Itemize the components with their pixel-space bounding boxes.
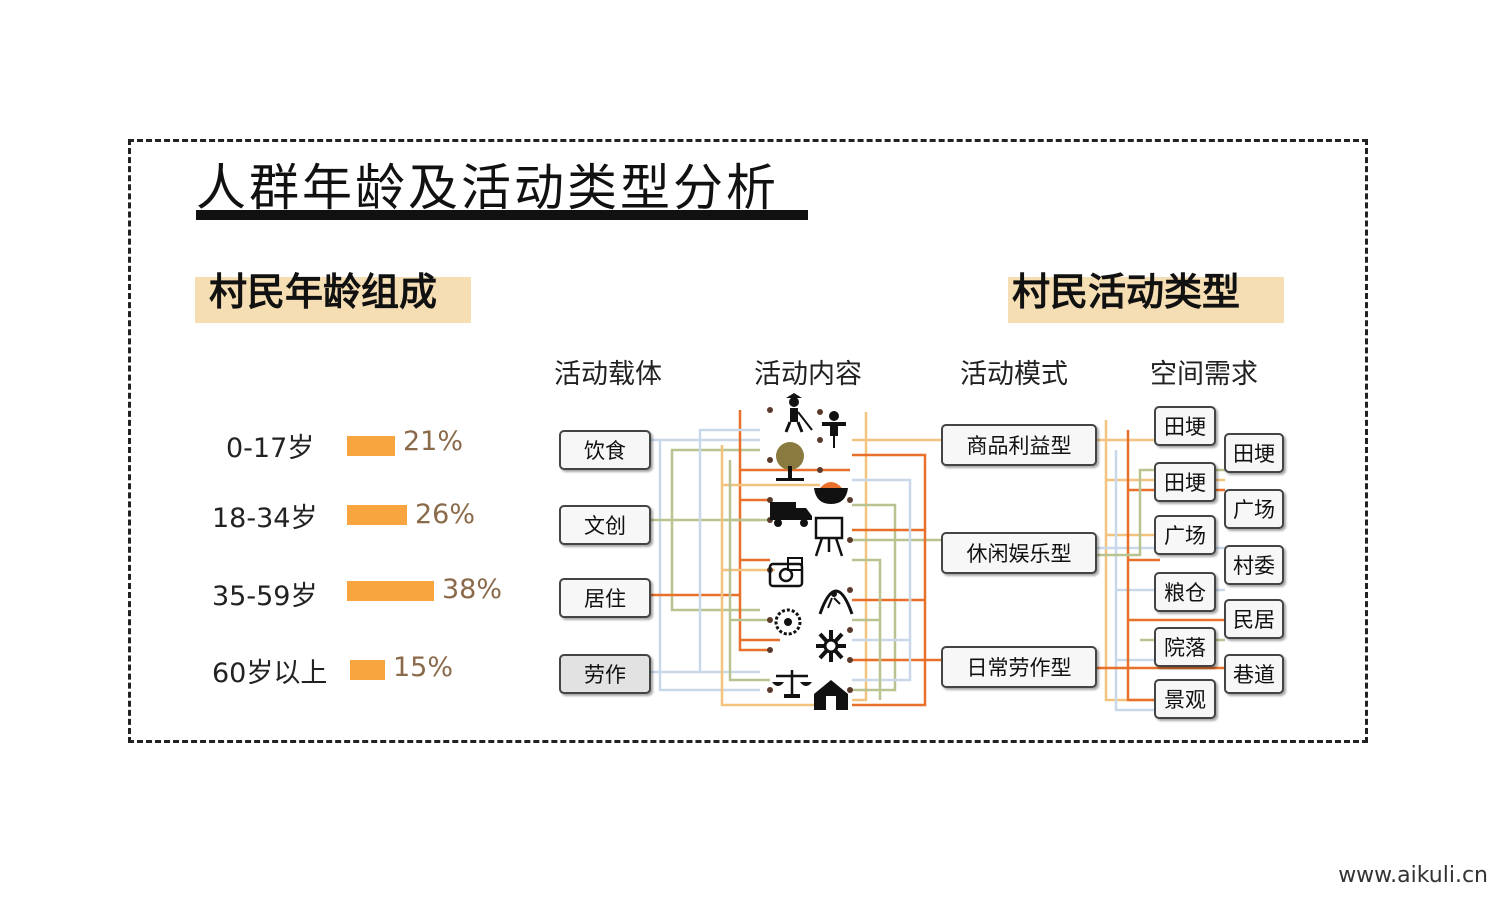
connector-line [852,558,882,700]
connector-line [650,448,760,612]
mode-box: 休闲娱乐型 [941,532,1097,574]
truck-icon [770,502,812,527]
scale-icon [772,670,812,698]
title-underline [196,210,808,220]
carrier-box: 饮食 [559,430,651,470]
age-label: 60岁以上 [212,658,328,689]
age-bar [347,505,407,525]
space-box: 院落 [1154,627,1216,667]
footer-url: www.aikuli.cn [1338,863,1488,888]
space-box: 田埂 [1224,433,1284,473]
age-percent: 38% [442,574,503,605]
farmer-icon [784,393,813,433]
space-box: 村委 [1224,545,1284,585]
age-percent: 26% [415,499,476,530]
mode-box: 商品利益型 [941,424,1097,466]
space-box: 粮仓 [1154,572,1216,612]
mode-box: 日常劳作型 [941,646,1097,688]
painting-easel-icon [814,516,844,557]
connector-line [650,410,770,652]
connector-line [852,412,942,702]
age-bar [347,436,395,456]
space-box: 广场 [1224,489,1284,529]
age-percent: 15% [393,652,454,683]
scarecrow-icon [822,411,846,448]
carrier-box: 劳作 [559,654,651,694]
connector-line [852,453,942,707]
column-header-content: 活动内容 [754,359,862,390]
connector-line [728,460,770,682]
dashed-frame [128,139,1368,743]
age-section-heading: 村民年龄组成 [195,270,471,323]
age-label: 0-17岁 [226,433,315,464]
space-box: 景观 [1154,679,1216,719]
column-header-space: 空间需求 [1150,359,1258,390]
connector-line [650,428,760,674]
carrier-box: 居住 [559,578,651,618]
space-box: 田埂 [1154,462,1216,502]
column-header-mode: 活动模式 [960,359,1068,390]
age-percent: 21% [403,426,464,457]
tools-icon [816,630,846,662]
space-box: 民居 [1224,599,1284,639]
column-header-carrier: 活动载体 [554,359,662,390]
house-icon [814,680,848,710]
age-bar [350,660,385,680]
connector-line [852,503,942,692]
food-bowl-icon [814,482,848,504]
carrier-box: 文创 [559,505,651,545]
age-label: 35-59岁 [212,581,318,612]
space-box: 广场 [1154,515,1216,555]
connector-line [740,468,850,642]
age-label: 18-34岁 [212,503,318,534]
climbing-icon [818,589,854,615]
camera-icon [768,557,804,588]
space-box: 巷道 [1224,654,1284,694]
activity-section-heading: 村民活动类型 [1008,270,1284,323]
page-title: 人群年龄及活动类型分析 [196,159,779,217]
space-box: 田埂 [1154,406,1216,446]
connector-line [650,438,760,692]
flowers-icon [774,608,802,636]
tree-icon [776,442,804,481]
age-bar [347,581,434,601]
